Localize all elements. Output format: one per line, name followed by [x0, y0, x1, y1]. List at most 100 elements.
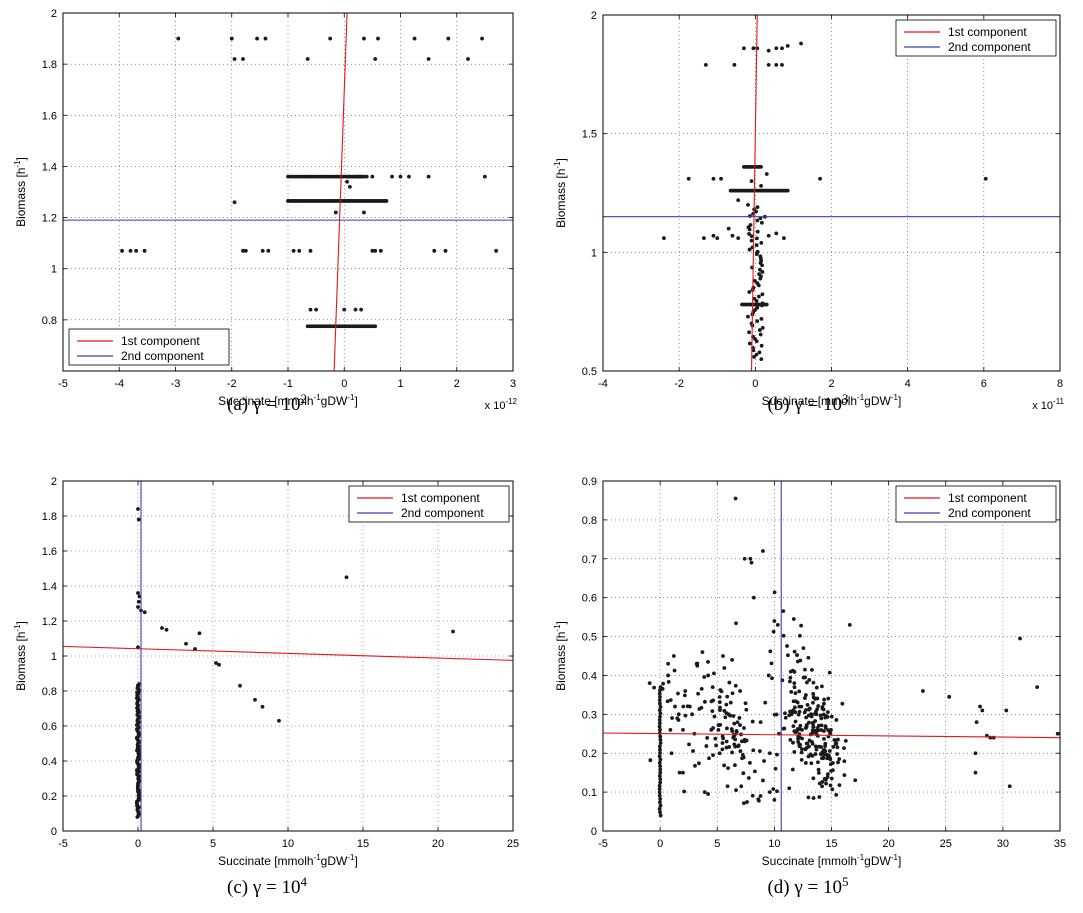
data-point	[1018, 636, 1022, 641]
data-point	[755, 281, 760, 286]
data-points	[647, 496, 1060, 818]
data-point	[752, 354, 756, 359]
data-point	[757, 749, 762, 754]
data-point	[837, 757, 842, 761]
data-point	[762, 759, 766, 763]
data-point	[822, 753, 826, 757]
panel-caption: (a) γ = 102	[227, 391, 307, 415]
y-axis-label: Biomass [h-1]	[553, 158, 568, 228]
data-point	[676, 718, 681, 722]
data-point	[740, 739, 744, 744]
data-point	[657, 754, 662, 759]
data-point	[706, 792, 711, 796]
caption-part: γ = 10	[252, 877, 301, 898]
data-point	[804, 724, 809, 729]
x-tick-label: 30	[997, 838, 1009, 850]
data-point	[818, 713, 823, 718]
data-point	[821, 712, 826, 717]
data-point	[766, 233, 771, 238]
data-point	[843, 739, 848, 743]
data-point	[766, 673, 771, 678]
data-point	[266, 248, 271, 253]
data-point	[787, 786, 792, 791]
data-point	[804, 746, 809, 750]
data-point	[345, 179, 349, 184]
data-point	[370, 174, 375, 179]
data-point	[768, 649, 773, 654]
data-point	[781, 609, 786, 613]
x-tick-label: 6	[981, 378, 987, 390]
data-point	[658, 685, 663, 690]
data-point	[825, 772, 830, 777]
legend-label: 2nd component	[948, 506, 1031, 520]
data-point	[241, 57, 245, 61]
x-axis-label-part: gDW	[864, 394, 891, 408]
data-point	[747, 290, 752, 294]
data-point	[759, 240, 764, 245]
data-point	[748, 223, 753, 227]
data-point	[804, 715, 809, 720]
data-point	[730, 657, 735, 662]
data-point	[717, 700, 722, 705]
x-axis-label-part: Succinate [mmolh	[762, 394, 857, 408]
data-point	[658, 727, 662, 732]
data-point	[818, 176, 822, 181]
data-point	[378, 248, 383, 253]
data-point	[702, 790, 707, 795]
data-point	[657, 783, 662, 788]
data-point	[973, 751, 978, 756]
data-point	[647, 681, 652, 685]
panel-caption: (b) γ = 103	[767, 391, 848, 415]
data-point	[748, 556, 753, 561]
data-point	[658, 803, 663, 808]
data-point	[707, 756, 711, 761]
data-point	[136, 591, 140, 595]
data-point	[260, 704, 265, 709]
y-tick-label: 0.7	[582, 554, 597, 566]
data-point	[831, 761, 835, 765]
data-point	[390, 174, 394, 179]
data-point	[677, 770, 682, 775]
data-point	[725, 694, 730, 699]
data-point	[758, 254, 763, 259]
data-point	[816, 760, 820, 765]
y-axis-label-part: ]	[554, 158, 568, 161]
data-point	[657, 806, 662, 811]
data-point	[751, 748, 756, 753]
data-point	[742, 739, 747, 744]
data-point	[658, 777, 663, 782]
y-tick-label: 2	[51, 8, 57, 20]
data-point	[781, 236, 786, 240]
data-point	[814, 685, 819, 690]
data-point	[734, 621, 738, 626]
data-point	[716, 727, 721, 732]
data-point	[683, 689, 688, 693]
x-tick-label: 0	[341, 378, 347, 390]
data-point	[780, 62, 784, 67]
data-point	[176, 36, 181, 41]
data-point	[702, 699, 707, 704]
data-point	[811, 796, 816, 800]
data-point	[811, 776, 816, 781]
data-point	[263, 36, 268, 41]
data-point	[824, 781, 828, 786]
data-point	[921, 689, 925, 693]
data-point	[724, 739, 729, 744]
data-point	[657, 724, 662, 729]
data-point	[833, 741, 838, 746]
data-point	[136, 599, 141, 604]
data-point	[732, 721, 737, 726]
data-point	[821, 756, 826, 761]
legend-label: 1st component	[948, 491, 1027, 505]
data-point	[666, 680, 671, 684]
data-point	[754, 352, 759, 357]
data-point	[775, 752, 779, 757]
data-point	[797, 709, 802, 714]
data-point	[772, 797, 777, 802]
data-point	[753, 278, 757, 283]
data-point	[749, 321, 754, 326]
data-points	[662, 41, 988, 362]
data-point	[753, 769, 757, 774]
data-point	[800, 747, 804, 751]
